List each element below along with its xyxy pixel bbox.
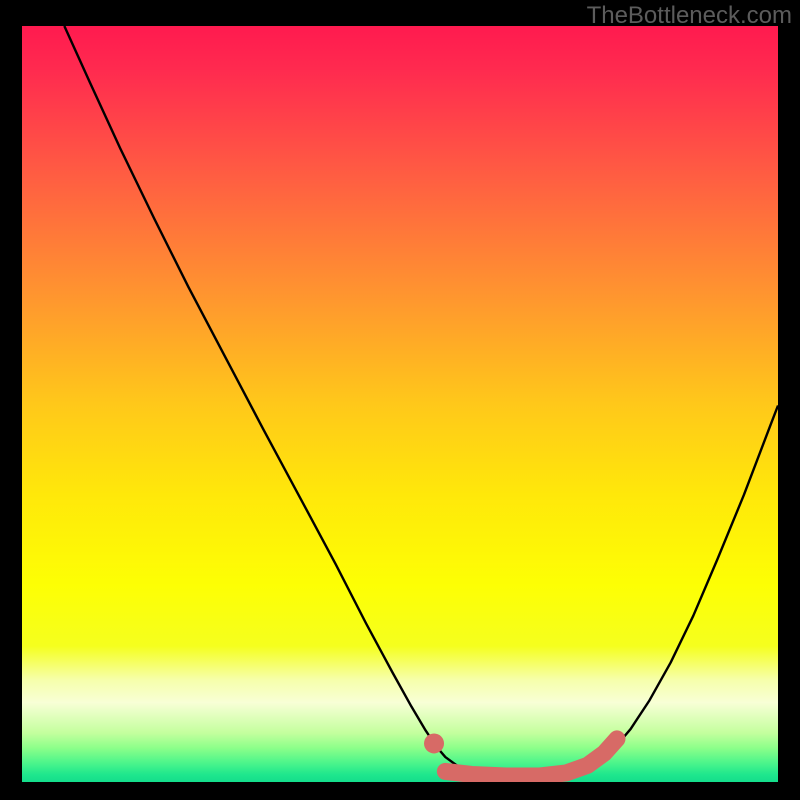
plot-area — [22, 26, 778, 782]
chart-frame — [0, 0, 800, 800]
watermark-text: TheBottleneck.com — [587, 2, 792, 30]
bottleneck-curve — [64, 26, 778, 778]
highlight-dot — [424, 733, 444, 753]
curve-layer — [22, 26, 778, 782]
highlight-band — [445, 739, 617, 776]
